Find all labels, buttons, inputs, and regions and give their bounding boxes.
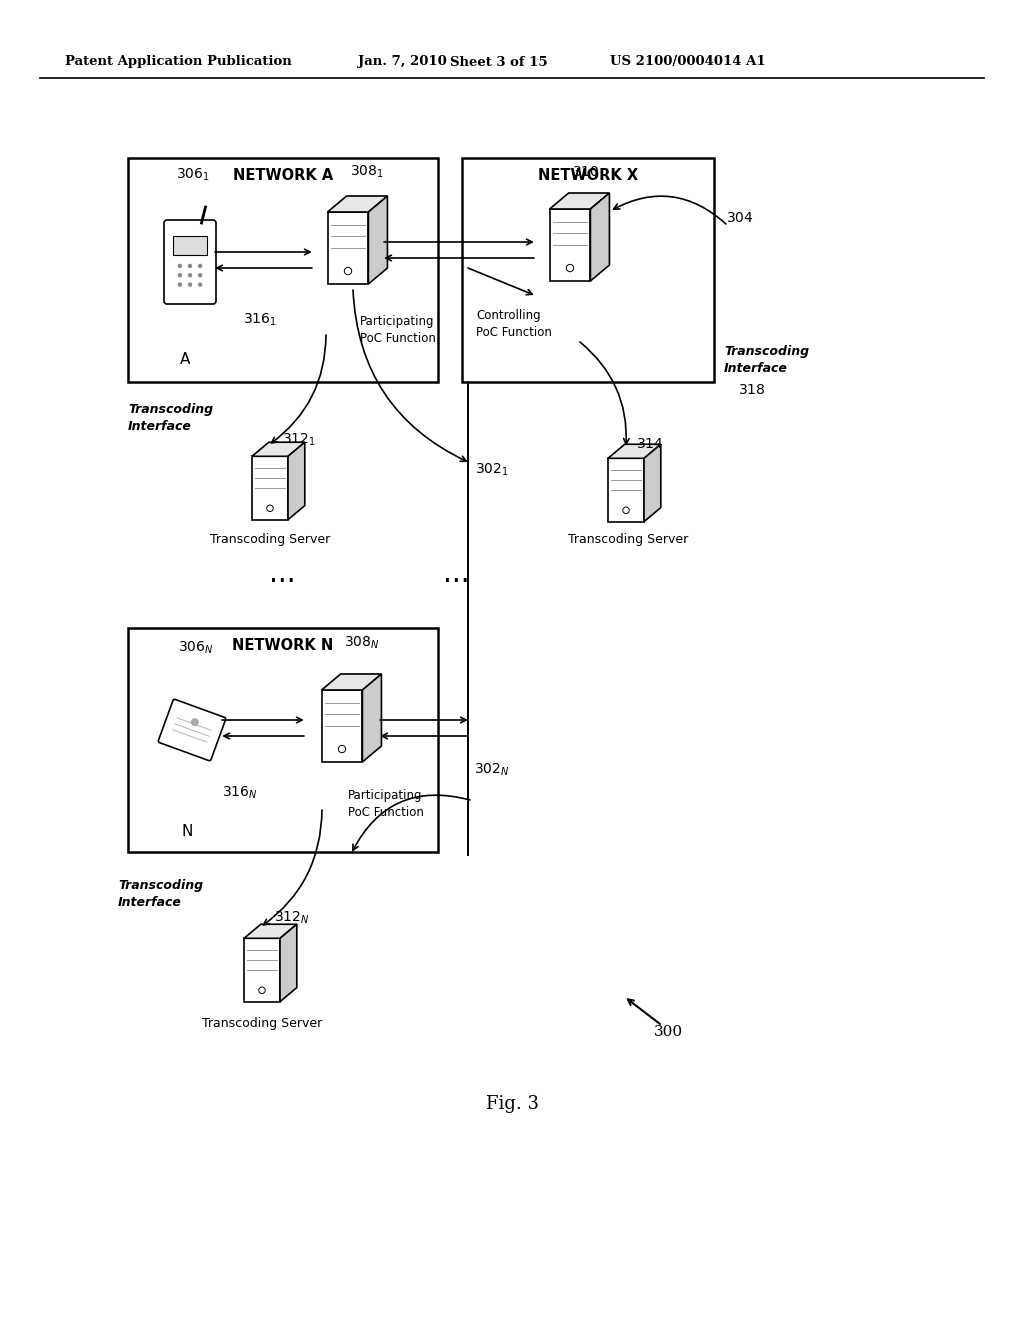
Text: $308_1$: $308_1$ (350, 164, 384, 181)
Text: Patent Application Publication: Patent Application Publication (65, 55, 292, 69)
Text: $304$: $304$ (726, 211, 754, 224)
Text: $314$: $314$ (636, 437, 664, 451)
Polygon shape (252, 442, 305, 457)
Polygon shape (328, 213, 369, 284)
Text: $302_N$: $302_N$ (474, 762, 510, 779)
Text: Jan. 7, 2010: Jan. 7, 2010 (358, 55, 446, 69)
Text: NETWORK X: NETWORK X (538, 169, 638, 183)
Polygon shape (252, 457, 288, 520)
Text: ...: ... (268, 560, 295, 587)
Polygon shape (244, 924, 297, 939)
Text: ...: ... (442, 560, 469, 587)
FancyBboxPatch shape (462, 158, 714, 381)
FancyBboxPatch shape (159, 700, 225, 760)
Text: NETWORK A: NETWORK A (232, 169, 333, 183)
Polygon shape (608, 458, 644, 521)
Polygon shape (591, 193, 609, 281)
Text: Transcoding: Transcoding (128, 404, 213, 417)
Circle shape (198, 282, 203, 286)
Text: Participating: Participating (348, 788, 423, 801)
Text: $316_1$: $316_1$ (243, 312, 276, 329)
Circle shape (198, 264, 203, 268)
Circle shape (344, 268, 351, 275)
Polygon shape (369, 195, 387, 284)
Text: $302_1$: $302_1$ (475, 462, 509, 478)
Polygon shape (362, 675, 381, 762)
Text: $310$: $310$ (572, 165, 599, 180)
Circle shape (178, 264, 182, 268)
Text: Transcoding: Transcoding (118, 879, 203, 892)
Text: $316_N$: $316_N$ (222, 785, 258, 801)
FancyBboxPatch shape (128, 158, 438, 381)
Text: $306_1$: $306_1$ (176, 166, 210, 183)
Text: Fig. 3: Fig. 3 (485, 1096, 539, 1113)
Text: Transcoding Server: Transcoding Server (210, 533, 330, 546)
Text: A: A (180, 352, 190, 367)
Text: N: N (181, 825, 193, 840)
FancyBboxPatch shape (128, 628, 438, 851)
Circle shape (198, 273, 203, 277)
Text: Transcoding Server: Transcoding Server (202, 1018, 323, 1031)
Circle shape (178, 282, 182, 286)
Circle shape (338, 746, 346, 752)
Polygon shape (322, 690, 362, 762)
Circle shape (187, 264, 193, 268)
Polygon shape (608, 445, 660, 458)
Polygon shape (322, 675, 381, 690)
Text: Sheet 3 of 15: Sheet 3 of 15 (450, 55, 548, 69)
Polygon shape (280, 924, 297, 1002)
Polygon shape (328, 195, 387, 213)
Polygon shape (550, 209, 591, 281)
Text: US 2100/0004014 A1: US 2100/0004014 A1 (610, 55, 766, 69)
Text: Interface: Interface (128, 420, 191, 433)
Circle shape (623, 507, 629, 513)
Text: Interface: Interface (118, 895, 182, 908)
Text: NETWORK N: NETWORK N (232, 639, 334, 653)
Polygon shape (550, 193, 609, 209)
Polygon shape (644, 445, 660, 521)
FancyBboxPatch shape (173, 236, 207, 255)
Polygon shape (244, 939, 280, 1002)
Text: $312_1$: $312_1$ (282, 432, 315, 449)
Text: PoC Function: PoC Function (348, 805, 424, 818)
FancyBboxPatch shape (164, 220, 216, 304)
Circle shape (267, 506, 273, 512)
Text: Interface: Interface (724, 362, 787, 375)
Text: Controlling: Controlling (476, 309, 541, 322)
Text: PoC Function: PoC Function (360, 331, 436, 345)
Text: $318$: $318$ (738, 383, 766, 397)
Text: Participating: Participating (360, 315, 434, 329)
Circle shape (566, 264, 573, 272)
Text: PoC Function: PoC Function (476, 326, 552, 338)
Text: $306_N$: $306_N$ (178, 640, 214, 656)
Text: $312_N$: $312_N$ (274, 909, 309, 927)
Polygon shape (288, 442, 305, 520)
Text: 300: 300 (653, 1026, 683, 1039)
Text: Transcoding Server: Transcoding Server (568, 533, 688, 546)
Circle shape (178, 273, 182, 277)
Circle shape (187, 282, 193, 286)
Text: $308_N$: $308_N$ (344, 635, 380, 651)
Circle shape (190, 718, 199, 726)
Circle shape (187, 273, 193, 277)
Circle shape (259, 987, 265, 994)
Text: Transcoding: Transcoding (724, 346, 809, 359)
